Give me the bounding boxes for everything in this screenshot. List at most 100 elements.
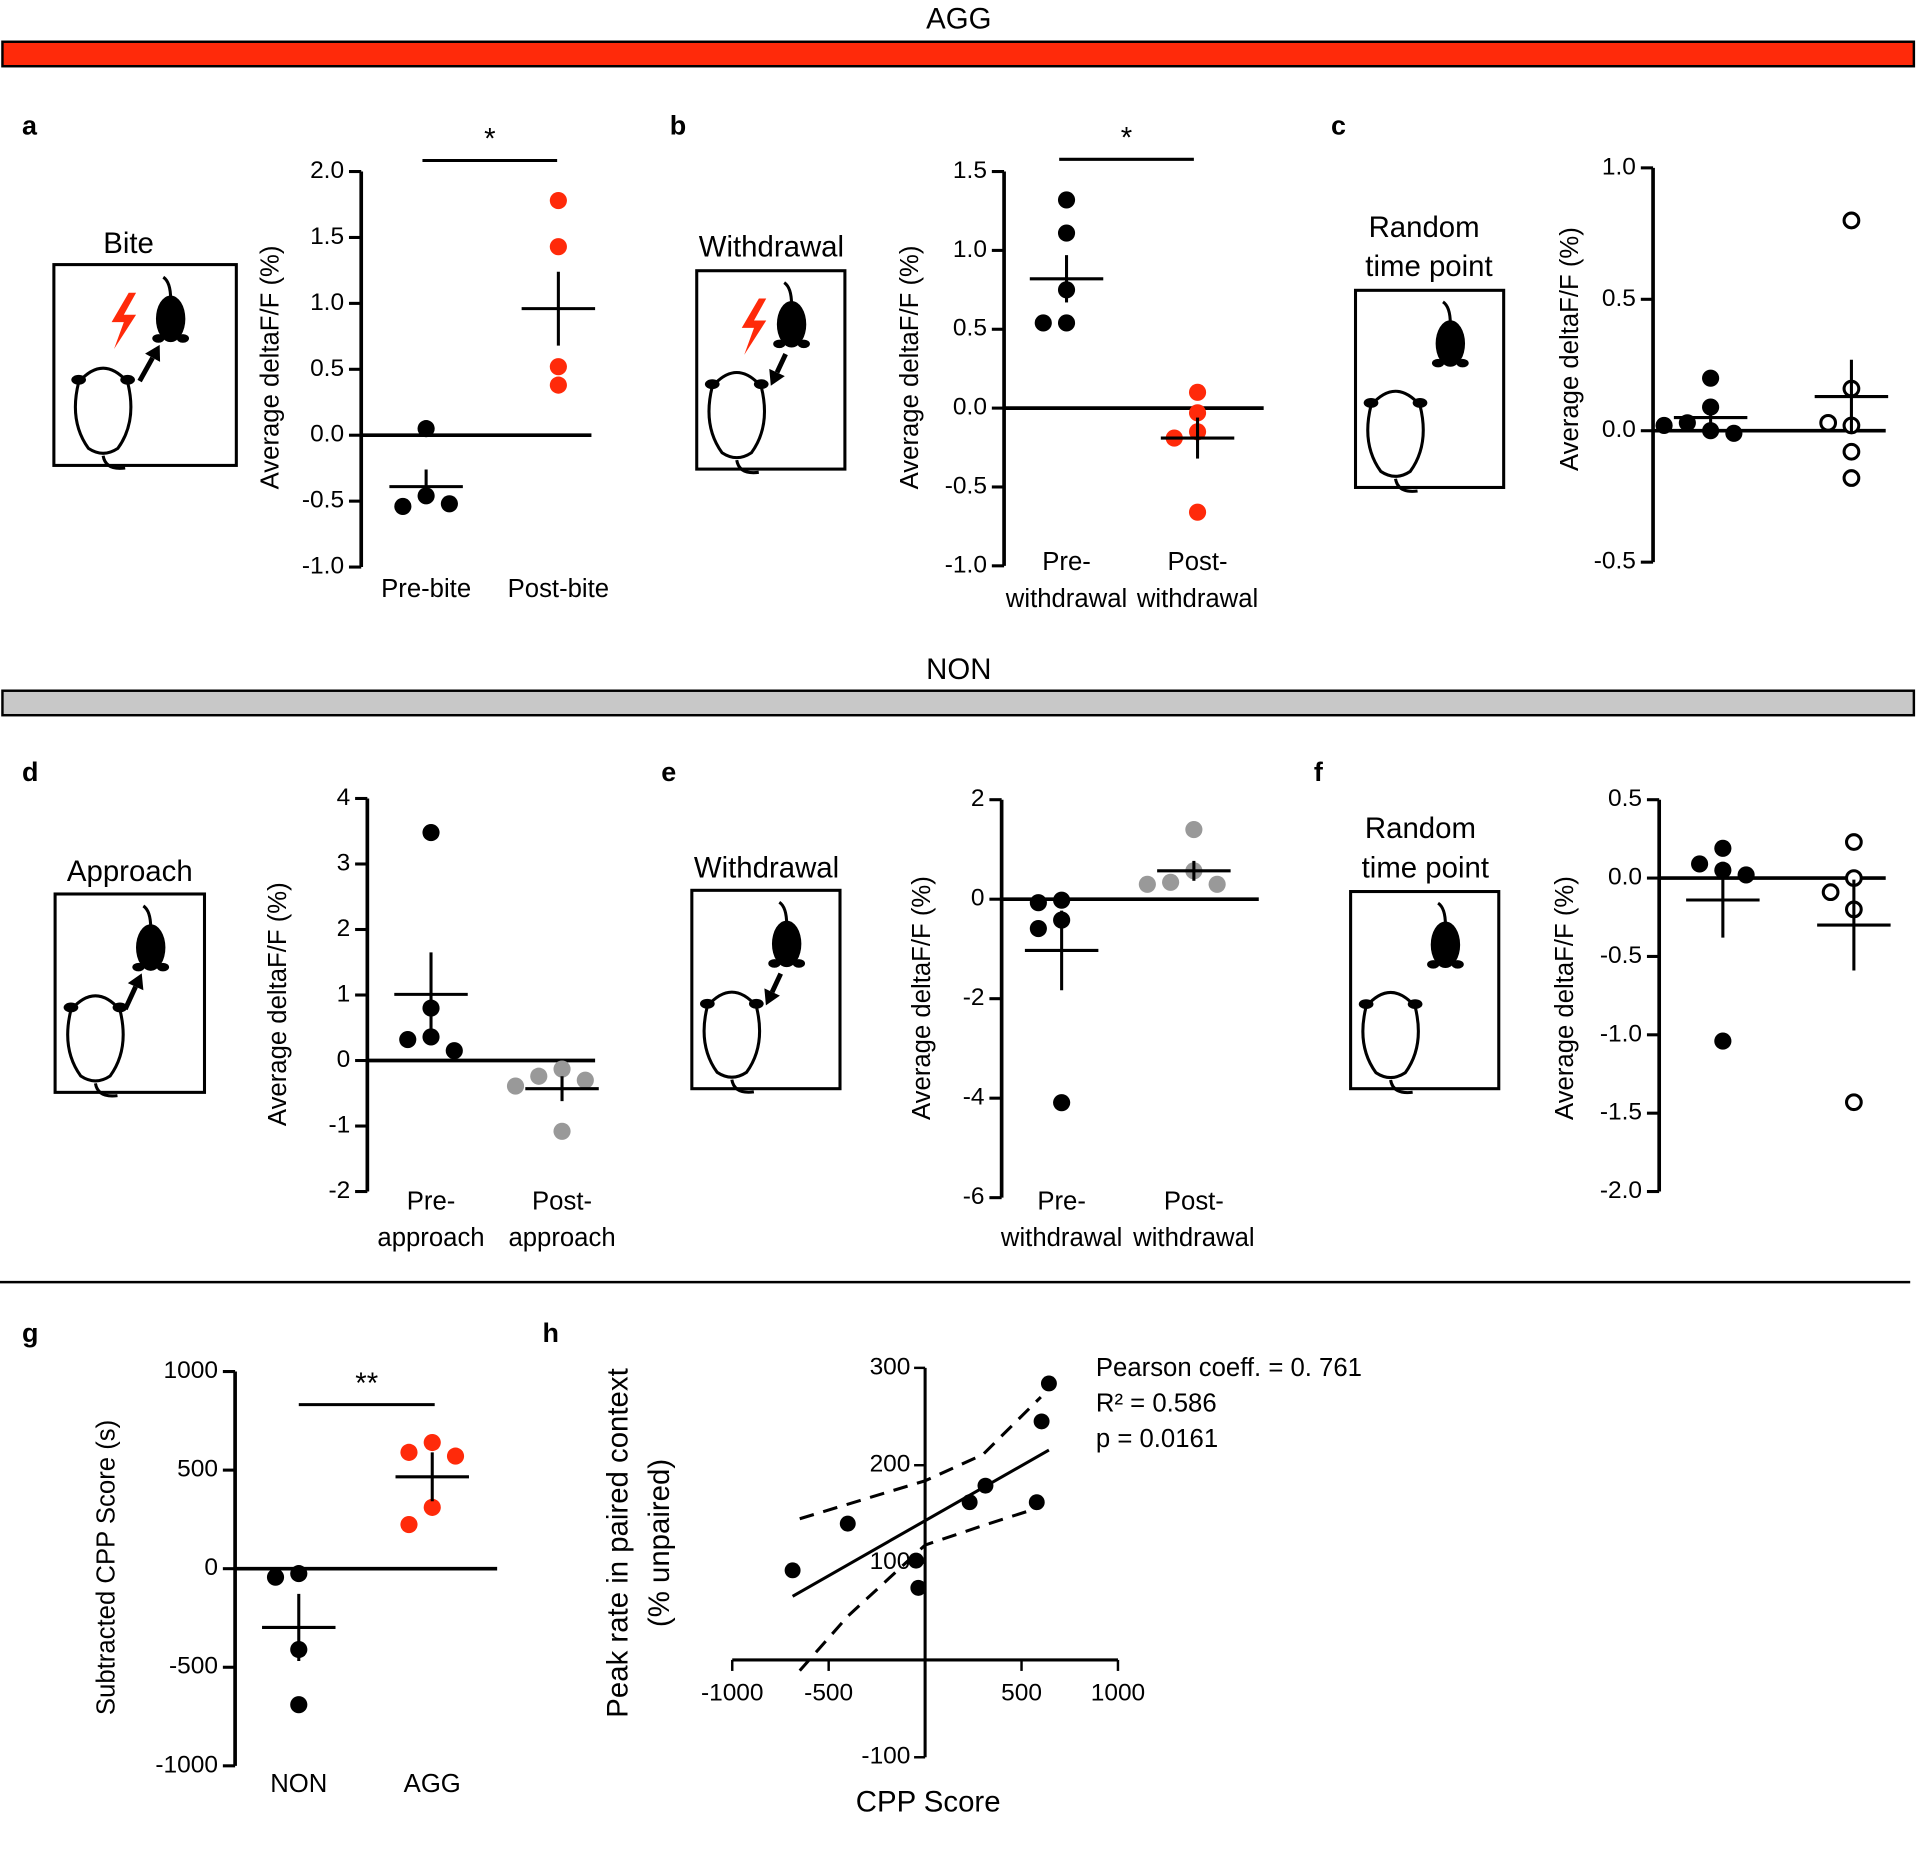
data-point [977,1477,994,1494]
cartoon-frame [52,263,238,467]
y-tick-label: 2 [971,785,985,812]
y-tick-label: 0.0 [1608,864,1642,891]
data-point [394,497,412,515]
data-point [549,191,567,210]
cartoon-ear [132,962,145,972]
cartoon-ear [704,379,720,390]
data-point [1053,891,1071,909]
data-point [1714,1032,1732,1050]
cartoon-opponent [771,920,802,968]
y-tick-label: -500 [169,1653,218,1680]
cartoon-mouse [707,371,767,460]
cartoon-tail [1389,1079,1413,1095]
cartoon-tail [730,1079,755,1094]
cartoon-frame [690,888,842,1091]
data-point [1028,1494,1045,1511]
data-point [1714,839,1732,857]
data-point [1162,873,1180,891]
data-point [1029,894,1047,912]
y-tick-label: -1.0 [945,551,987,578]
x-tick-label: NON [270,1770,327,1798]
y-tick-label: 300 [870,1353,911,1380]
cartoon-mouse [1366,389,1425,478]
cartoon-mouse [66,994,125,1083]
cartoon-frame [1349,890,1501,1091]
data-point [1040,1375,1057,1392]
cartoon-ear [1407,999,1423,1009]
section-title: AGG [926,3,991,36]
y-tick-label: -2.0 [1600,1177,1642,1204]
x-tick-label: withdrawal [1000,1224,1122,1252]
y-tick-label: 1.5 [953,157,987,184]
x-tick-label: -1000 [701,1680,764,1707]
cartoon-caption: Bite [103,227,154,260]
y-tick-label: -6 [963,1183,985,1210]
panel-letter: b [670,111,686,141]
y-axis-label: Average deltaF/F (%) [1551,876,1579,1120]
cartoon-ear [753,379,769,390]
x-tick-label: 500 [1001,1680,1042,1707]
data-point [1057,224,1076,242]
y-tick-label: -4 [963,1084,985,1111]
data-point [1057,314,1076,332]
cartoon-bolt [741,298,767,355]
cartoon-ear [120,374,135,385]
y-tick-label: 0.0 [953,394,987,421]
data-point [839,1515,856,1532]
y-tick-label: 0.0 [1602,416,1636,443]
data-point [1185,820,1203,839]
confidence-band [799,1395,1042,1521]
data-point [961,1494,978,1511]
panel-letter: e [661,757,676,787]
y-tick-label: 0.5 [310,355,344,382]
y-tick-label: 0.0 [310,421,344,448]
data-point [553,1060,571,1078]
cartoon-opponent [155,295,186,343]
data-point [1702,369,1720,387]
cartoon-caption: Approach [67,855,193,888]
cartoon-ear [1456,358,1469,368]
y-tick-label: -1.5 [1600,1099,1642,1126]
data-point [1188,383,1207,401]
data-point [1702,422,1720,440]
cartoon-ear [748,998,764,1009]
y-axis-label: (% unpaired) [643,1459,676,1627]
cartoon-caption: time point [1365,250,1492,283]
panel-letter: f [1314,757,1324,787]
y-axis-label: Peak rate in paired context [601,1368,634,1717]
y-tick-label: -0.5 [1594,548,1636,575]
section-bar [1,689,1916,717]
data-point [1845,833,1863,851]
y-axis-label: Average deltaF/F (%) [896,246,924,490]
data-point [530,1067,548,1085]
data-point [1821,883,1840,902]
cartoon-ear [1412,397,1428,408]
data-point [266,1568,285,1586]
data-point [1138,875,1156,893]
x-tick-label: Pre-bite [381,575,471,603]
cartoon-ear [1363,397,1379,408]
y-tick-label: 0 [337,1046,351,1073]
cartoon-frame [695,269,847,471]
y-tick-label: -1000 [155,1751,218,1778]
y-axis-label: Average deltaF/F (%) [1556,227,1584,471]
cartoon-ear [797,339,810,349]
data-point [399,1030,417,1049]
x-tick-label: withdrawal [1132,1224,1254,1252]
y-tick-label: -2 [328,1177,350,1204]
cartoon-ear [1427,960,1440,969]
data-point [1842,211,1861,230]
data-point [1691,855,1709,873]
section-title: NON [926,653,991,686]
cartoon-ear [773,339,786,349]
cartoon-arrow [774,353,788,374]
x-tick-label: Pre- [407,1187,456,1215]
data-point [549,238,567,256]
data-point [445,1042,463,1060]
x-tick-label: Post- [1164,1187,1224,1215]
data-point [549,376,567,394]
annotation: Pearson coeff. = 0. 761 [1096,1354,1362,1382]
x-tick-label: approach [377,1224,484,1252]
y-tick-label: 1.0 [1602,153,1636,180]
cartoon-ear [792,959,806,968]
